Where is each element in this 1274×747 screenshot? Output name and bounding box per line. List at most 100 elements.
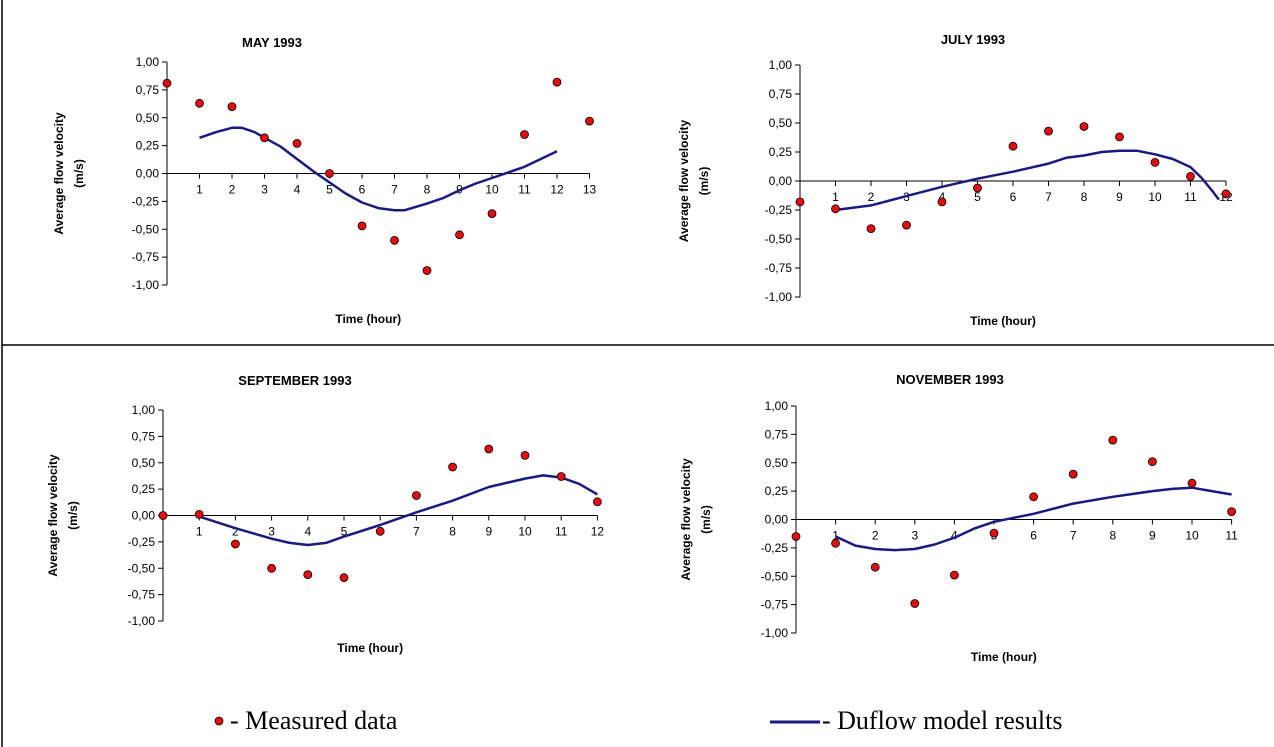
y-tick-label: 0,50 — [765, 456, 789, 470]
measured-point — [1186, 171, 1195, 181]
x-tick-label: 1 — [832, 529, 839, 543]
x-tick-label: 5 — [341, 525, 348, 539]
measured-point — [791, 532, 801, 541]
x-tick-label: 4 — [304, 525, 311, 539]
y-tick-label: -0,75 — [765, 261, 793, 275]
x-tick-label: 11 — [1184, 190, 1197, 204]
legend: - Measured data - Duflow model results — [214, 706, 1062, 735]
x-tick-label: 13 — [583, 183, 597, 197]
measured-point — [870, 562, 880, 572]
measured-point — [375, 526, 385, 536]
measured-point — [1108, 435, 1118, 445]
x-axis-label: Time (hour) — [970, 314, 1036, 328]
measured-point — [1079, 122, 1089, 131]
legend-measured-label: - Measured data — [230, 706, 398, 735]
measured-point — [390, 235, 399, 245]
y-tick-label: 0,75 — [136, 83, 160, 97]
x-tick-label: 6 — [359, 183, 366, 197]
measured-point — [1115, 132, 1124, 142]
y-tick-label: 0,25 — [765, 484, 789, 498]
x-tick-label: 3 — [911, 529, 918, 543]
chart-panel-1: MAY 1993 1,00 0,75 0,50 0,25 0,00 -0,25 -0,50 -0… — [52, 35, 596, 326]
x-tick-label: 7 — [1070, 529, 1077, 543]
measured-point — [339, 573, 349, 583]
x-tick-label: 1 — [832, 190, 839, 204]
x-tick-label: 8 — [1109, 529, 1116, 543]
y-tick-label: -1,00 — [132, 278, 160, 292]
measured-point — [1148, 457, 1157, 467]
x-tick-label: 10 — [485, 183, 499, 197]
y-tick-label: 0,25 — [136, 139, 160, 153]
measured-point — [989, 528, 999, 538]
x-tick-label: 1 — [196, 525, 203, 539]
x-tick-label: 8 — [424, 183, 431, 197]
x-tick-label: 11 — [1225, 529, 1238, 543]
y-axis-label: Average flow velocity — [52, 112, 66, 235]
y-tick-label: 1,00 — [136, 55, 160, 69]
chart-panel-4: NOVEMBER 1993 1,00 0,75 0,50 0,25 0,00 -0,25 -0… — [679, 372, 1238, 664]
measured-point — [422, 266, 432, 275]
y-tick-label: -0,50 — [765, 232, 793, 246]
measured-point — [520, 450, 530, 460]
y-axis-label: Average flow velocity — [679, 458, 693, 581]
chart-panel-3: SEPTEMBER 1993 1,00 0,75 0,50 0,25 0,00 -0,25 -… — [46, 373, 604, 655]
y-tick-label: -0,50 — [128, 561, 156, 575]
y-tick-label: -1,00 — [128, 614, 156, 628]
measured-point — [585, 116, 594, 126]
chart-panel-2: JULY 1993 1,00 0,75 0,50 0,25 0,00 -0,25 -0,50 -… — [677, 32, 1233, 328]
measured-point — [552, 77, 562, 87]
x-tick-label: 3 — [268, 525, 275, 539]
x-tick-label: 7 — [391, 183, 398, 197]
x-tick-label: 9 — [1116, 190, 1123, 204]
x-tick-label: 6 — [1030, 529, 1037, 543]
y-tick-label: -0,75 — [132, 250, 160, 264]
y-axis-label: Average flow velocity — [677, 120, 691, 243]
measured-point — [303, 570, 313, 579]
model-line — [835, 486, 1232, 552]
y-tick-label: 1,00 — [132, 403, 156, 417]
y-tick-label: -0,50 — [761, 569, 789, 583]
x-tick-label: 4 — [951, 529, 958, 543]
y-tick-label: 1,00 — [765, 399, 789, 413]
y-tick-label: 0,25 — [769, 145, 793, 159]
measured-point — [455, 230, 464, 240]
y-tick-label: 0,50 — [136, 111, 160, 125]
y-tick-label: 1,00 — [769, 58, 793, 72]
charts-group: MAY 1993 1,00 0,75 0,50 0,25 0,00 -0,25 -0,50 -0… — [46, 32, 1238, 664]
x-tick-label: 10 — [1185, 529, 1199, 543]
x-tick-label: 10 — [1148, 190, 1162, 204]
measured-point — [357, 221, 367, 231]
y-tick-label: 0,00 — [136, 167, 160, 181]
x-axis-label: Time (hour) — [335, 312, 401, 326]
measured-point — [866, 224, 876, 234]
measured-point — [484, 444, 494, 454]
y-axis-label-unit: (m/s) — [72, 159, 86, 188]
measured-point — [230, 539, 240, 549]
y-tick-label: -0,25 — [765, 203, 793, 217]
y-tick-label: -1,00 — [761, 626, 789, 640]
y-tick-label: 0,25 — [132, 482, 156, 496]
x-axis-label: Time (hour) — [337, 641, 403, 655]
x-tick-label: 5 — [974, 190, 981, 204]
x-tick-label: 4 — [939, 190, 946, 204]
x-tick-label: 7 — [1045, 190, 1052, 204]
x-tick-label: 9 — [485, 525, 492, 539]
x-tick-label: 2 — [872, 529, 879, 543]
measured-point — [267, 563, 277, 573]
measured-point — [487, 209, 497, 219]
y-tick-label: -0,25 — [132, 194, 160, 208]
y-tick-label: 0,75 — [132, 429, 156, 443]
measured-point — [1227, 507, 1236, 517]
measured-point — [227, 102, 237, 111]
measured-point — [910, 599, 920, 608]
y-tick-label: 0,75 — [769, 87, 793, 101]
x-tick-label: 2 — [868, 190, 875, 204]
y-tick-label: 0,75 — [765, 427, 789, 441]
model-line — [199, 126, 558, 212]
chart-title: NOVEMBER 1993 — [896, 372, 1004, 387]
y-tick-label: 0,50 — [769, 116, 793, 130]
measured-point — [831, 204, 840, 214]
y-axis-label-unit: (m/s) — [697, 167, 711, 196]
x-tick-label: 3 — [261, 183, 268, 197]
x-tick-label: 12 — [550, 183, 564, 197]
